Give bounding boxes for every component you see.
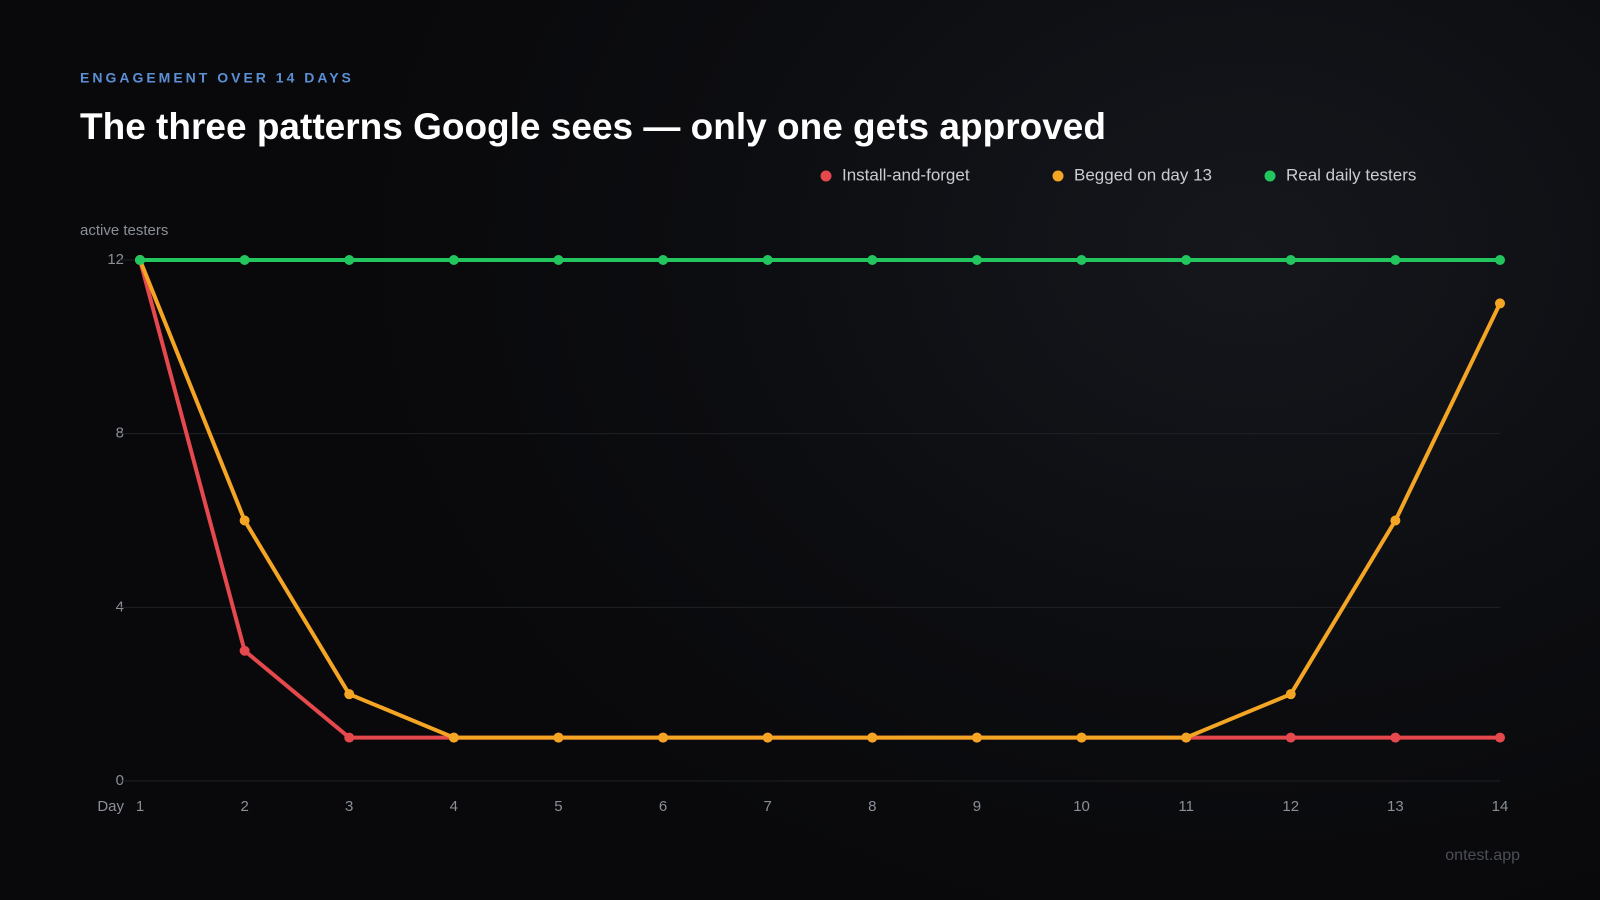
data-point: [1285, 689, 1296, 700]
data-point: [867, 255, 878, 265]
legend-label: Real daily testers: [1286, 165, 1416, 184]
data-point: [762, 255, 773, 265]
data-point: [553, 732, 564, 743]
x-tick-label: 5: [554, 798, 562, 815]
legend-swatch: [1264, 170, 1276, 182]
data-point: [553, 255, 564, 265]
data-point: [867, 732, 878, 743]
x-tick-label: 1: [136, 798, 144, 815]
data-point: [239, 515, 250, 526]
data-point: [239, 645, 250, 656]
legend-swatch: [1052, 170, 1064, 182]
eyebrow: ENGAGEMENT OVER 14 DAYS: [80, 70, 354, 86]
data-point: [971, 255, 982, 265]
data-point: [971, 732, 982, 743]
x-tick-label: 3: [345, 798, 353, 815]
data-point: [344, 689, 355, 700]
y-tick-label: 12: [107, 251, 124, 268]
x-tick-label: 2: [240, 798, 248, 815]
data-point: [1076, 732, 1087, 743]
data-point: [135, 255, 145, 265]
data-point: [1285, 255, 1296, 265]
data-point: [1181, 732, 1192, 743]
data-point: [1390, 255, 1401, 265]
chart-title: The three patterns Google sees — only on…: [80, 106, 1106, 147]
footer: ontest.app: [1445, 847, 1520, 864]
data-point: [1181, 255, 1192, 265]
data-point: [1495, 732, 1505, 743]
data-point: [1495, 298, 1505, 309]
data-point: [762, 732, 773, 743]
data-point: [344, 255, 355, 265]
data-point: [448, 255, 459, 265]
data-point: [658, 255, 669, 265]
x-tick-label: 4: [450, 798, 458, 815]
y-tick-label: 4: [116, 598, 124, 615]
series-line: [138, 259, 1500, 740]
legend-label: Install-and-forget: [842, 165, 970, 184]
x-tick-label: 10: [1073, 798, 1090, 815]
legend-swatch: [820, 170, 832, 182]
y-axis-label: active testers: [80, 222, 168, 239]
data-point: [1390, 515, 1401, 526]
data-point: [344, 732, 355, 743]
y-tick-label: 0: [116, 772, 124, 789]
x-tick-label: 11: [1178, 798, 1194, 815]
x-tick-label: 14: [1492, 798, 1509, 815]
x-tick-label: 8: [868, 798, 876, 815]
data-point: [658, 732, 669, 743]
data-point: [239, 255, 250, 265]
data-point: [1390, 732, 1401, 743]
x-tick-label: 6: [659, 798, 667, 815]
x-tick-label: 9: [973, 798, 981, 815]
x-axis-label: Day: [97, 798, 124, 815]
x-tick-label: 7: [764, 798, 772, 815]
y-tick-label: 8: [116, 425, 124, 442]
data-point: [1076, 255, 1087, 265]
data-point: [1495, 255, 1505, 265]
x-tick-label: 13: [1387, 798, 1404, 815]
series-line: [138, 259, 1502, 740]
data-point: [448, 732, 459, 743]
legend-label: Begged on day 13: [1074, 165, 1212, 184]
x-tick-label: 12: [1282, 798, 1299, 815]
data-point: [1285, 732, 1296, 743]
